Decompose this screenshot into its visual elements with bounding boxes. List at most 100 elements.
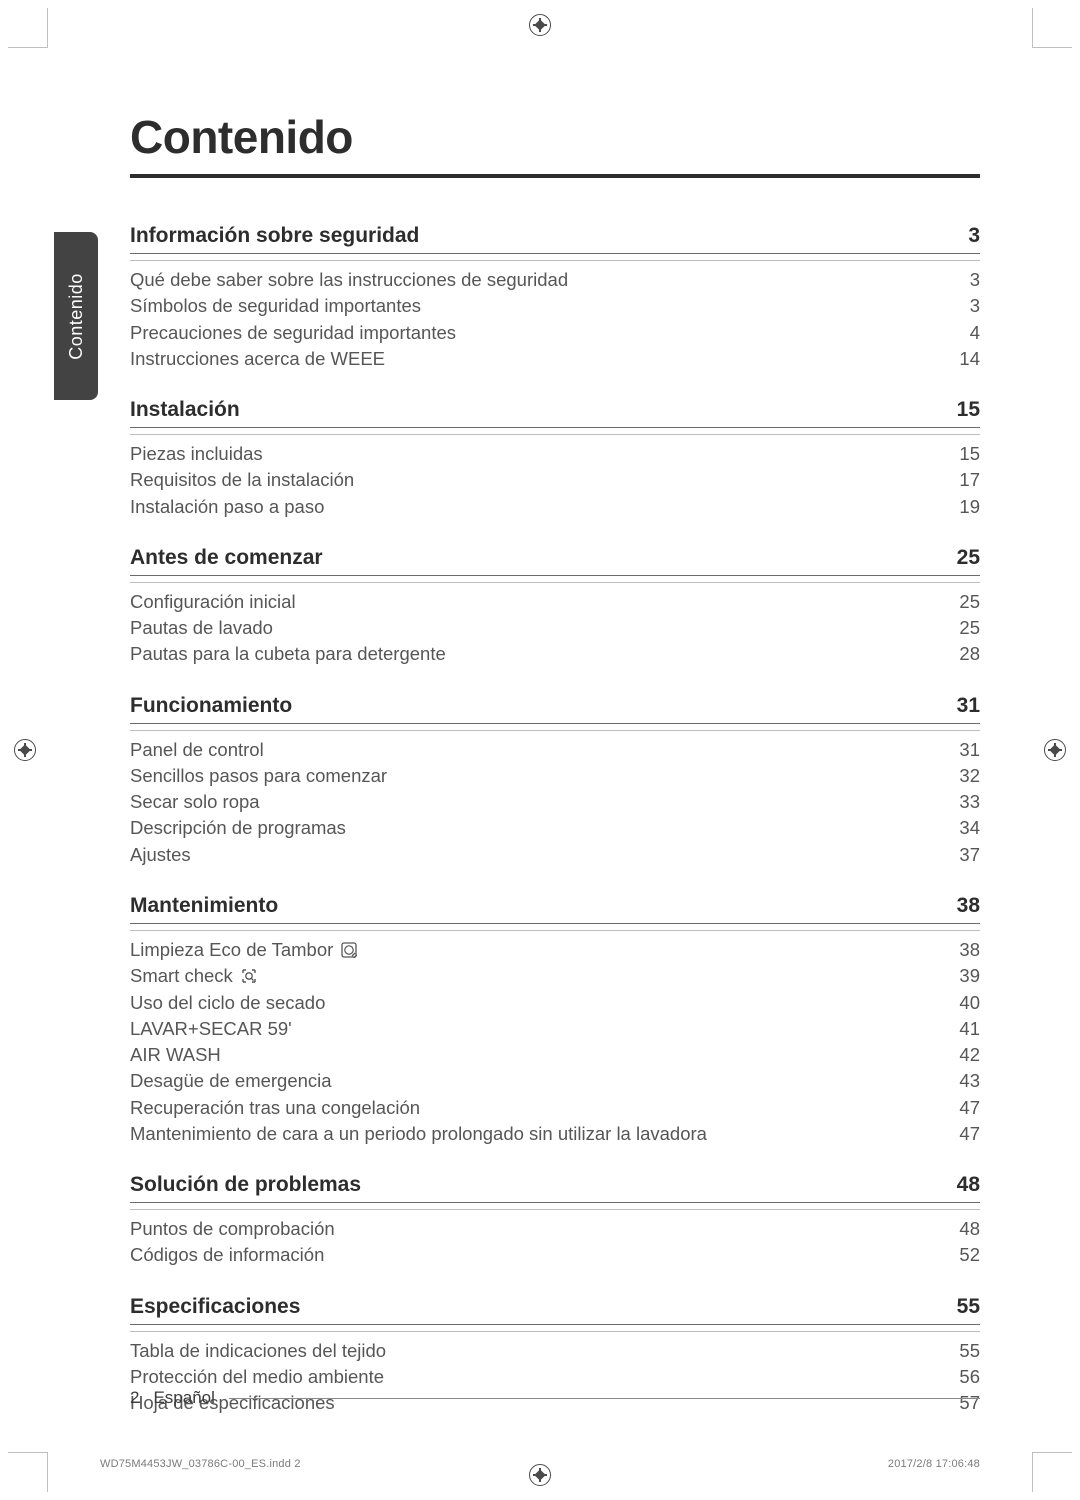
toc-entry: LAVAR+SECAR 59' 41 — [130, 1016, 980, 1042]
toc-section-heading: Mantenimiento 38 — [130, 894, 980, 924]
toc-entry: Pautas de lavado25 — [130, 615, 980, 641]
toc-entry-label: Instalación paso a paso — [130, 494, 324, 520]
toc-entry-label: Puntos de comprobación — [130, 1216, 335, 1242]
toc-entry-label: Panel de control — [130, 737, 264, 763]
toc-entry: Pautas para la cubeta para detergente 28 — [130, 641, 980, 667]
toc-section-title: Mantenimiento — [130, 894, 278, 918]
toc-section-title: Funcionamiento — [130, 694, 292, 718]
crop-mark — [1032, 1452, 1072, 1492]
toc-entry-label: Piezas incluidas — [130, 441, 263, 467]
crop-mark — [8, 8, 48, 48]
language-label: Español — [153, 1388, 214, 1408]
toc-entry: Símbolos de seguridad importantes 3 — [130, 293, 980, 319]
toc-section-page: 38 — [957, 894, 980, 918]
toc-entry-page: 55 — [940, 1338, 980, 1364]
toc-entry: Recuperación tras una congelación47 — [130, 1095, 980, 1121]
toc-entry-page: 33 — [940, 789, 980, 815]
registration-mark-icon — [14, 739, 36, 761]
toc-entry: Puntos de comprobación48 — [130, 1216, 980, 1242]
crop-mark — [8, 1452, 48, 1492]
toc-entry-label: Uso del ciclo de secado — [130, 990, 325, 1016]
toc-section-page: 48 — [957, 1173, 980, 1197]
toc-entry-label: Códigos de información — [130, 1242, 324, 1268]
toc-subsection-list: Piezas incluidas 15 Requisitos de la insta… — [130, 434, 980, 526]
toc-entry: Descripción de programas34 — [130, 815, 980, 841]
toc-entry-label: Tabla de indicaciones del tejido — [130, 1338, 386, 1364]
toc-entry-page: 42 — [940, 1042, 980, 1068]
section-tab: Contenido — [54, 232, 98, 400]
toc-entry: Tabla de indicaciones del tejido 55 — [130, 1338, 980, 1364]
print-file-label: WD75M4453JW_03786C-00_ES.indd 2 — [100, 1458, 301, 1470]
toc-entry-label: Mantenimiento de cara a un periodo prolo… — [130, 1121, 707, 1147]
toc-entry-page: 28 — [940, 641, 980, 667]
toc-entry-label: Recuperación tras una congelación — [130, 1095, 420, 1121]
toc-section-heading: Información sobre seguridad 3 — [130, 224, 980, 254]
toc-section-heading: Solución de problemas48 — [130, 1173, 980, 1203]
table-of-contents: Información sobre seguridad 3 Qué debe sab… — [130, 224, 980, 1422]
toc-entry-label: Ajustes — [130, 842, 191, 868]
toc-entry: Desagüe de emergencia 43 — [130, 1068, 980, 1094]
toc-entry-page: 4 — [940, 320, 980, 346]
drum-icon — [341, 942, 357, 958]
toc-entry-label: LAVAR+SECAR 59' — [130, 1016, 292, 1042]
print-metadata: WD75M4453JW_03786C-00_ES.indd 2 2017/2/8… — [100, 1458, 980, 1470]
toc-entry-label: AIR WASH — [130, 1042, 221, 1068]
registration-mark-icon — [1044, 739, 1066, 761]
print-timestamp: 2017/2/8 17:06:48 — [888, 1458, 980, 1470]
toc-entry-label: Protección del medio ambiente — [130, 1364, 384, 1390]
toc-entry-page: 39 — [940, 963, 980, 989]
toc-section-page: 3 — [968, 224, 980, 248]
toc-entry: Sencillos pasos para comenzar32 — [130, 763, 980, 789]
toc-entry-label: Smart check — [130, 963, 257, 989]
toc-section-title: Instalación — [130, 398, 240, 422]
toc-entry-label: Desagüe de emergencia — [130, 1068, 332, 1094]
toc-entry-label: Símbolos de seguridad importantes — [130, 293, 421, 319]
toc-entry-page: 31 — [940, 737, 980, 763]
toc-entry-page: 3 — [940, 267, 980, 293]
toc-entry-label: Requisitos de la instalación — [130, 467, 354, 493]
toc-subsection-list: Limpieza Eco de Tambor 38Smart check 39U… — [130, 930, 980, 1153]
toc-section-page: 31 — [957, 694, 980, 718]
toc-entry: Ajustes 37 — [130, 842, 980, 868]
toc-entry: Mantenimiento de cara a un periodo prolo… — [130, 1121, 980, 1147]
toc-section-heading: Especificaciones55 — [130, 1295, 980, 1325]
toc-section-heading: Antes de comenzar 25 — [130, 546, 980, 576]
toc-entry: Instalación paso a paso 19 — [130, 494, 980, 520]
toc-entry-label: Instrucciones acerca de WEEE — [130, 346, 385, 372]
toc-section-page: 25 — [957, 546, 980, 570]
page-number: 2 — [130, 1388, 139, 1408]
toc-entry-page: 43 — [940, 1068, 980, 1094]
toc-entry-page: 17 — [940, 467, 980, 493]
toc-entry: Configuración inicial 25 — [130, 589, 980, 615]
toc-entry-page: 25 — [940, 589, 980, 615]
toc-entry-page: 15 — [940, 441, 980, 467]
toc-entry: Uso del ciclo de secado40 — [130, 990, 980, 1016]
toc-entry-page: 37 — [940, 842, 980, 868]
toc-entry: Panel de control 31 — [130, 737, 980, 763]
toc-section-title: Antes de comenzar — [130, 546, 323, 570]
toc-entry: Precauciones de seguridad importantes 4 — [130, 320, 980, 346]
content-area: Contenido Información sobre seguridad 3 Qu… — [130, 110, 980, 1410]
registration-mark-icon — [529, 14, 551, 36]
toc-entry: Qué debe saber sobre las instrucciones d… — [130, 267, 980, 293]
toc-entry-page: 56 — [940, 1364, 980, 1390]
toc-section-title: Información sobre seguridad — [130, 224, 419, 248]
toc-entry: Protección del medio ambiente 56 — [130, 1364, 980, 1390]
toc-entry-label: Qué debe saber sobre las instrucciones d… — [130, 267, 568, 293]
smartcheck-icon — [241, 968, 257, 984]
page-title: Contenido — [130, 110, 980, 178]
footer-divider — [229, 1398, 980, 1399]
toc-entry-page: 41 — [940, 1016, 980, 1042]
toc-entry-label: Precauciones de seguridad importantes — [130, 320, 456, 346]
toc-entry-page: 19 — [940, 494, 980, 520]
toc-subsection-list: Qué debe saber sobre las instrucciones d… — [130, 260, 980, 378]
toc-entry-page: 52 — [940, 1242, 980, 1268]
toc-subsection-list: Panel de control31Sencillos pasos para c… — [130, 730, 980, 874]
toc-entry-label: Sencillos pasos para comenzar — [130, 763, 387, 789]
crop-mark — [1032, 8, 1072, 48]
toc-entry-page: 3 — [940, 293, 980, 319]
toc-section-page: 15 — [957, 398, 980, 422]
toc-entry-label: Configuración inicial — [130, 589, 296, 615]
toc-entry-label: Pautas para la cubeta para detergente — [130, 641, 446, 667]
toc-entry: Piezas incluidas 15 — [130, 441, 980, 467]
